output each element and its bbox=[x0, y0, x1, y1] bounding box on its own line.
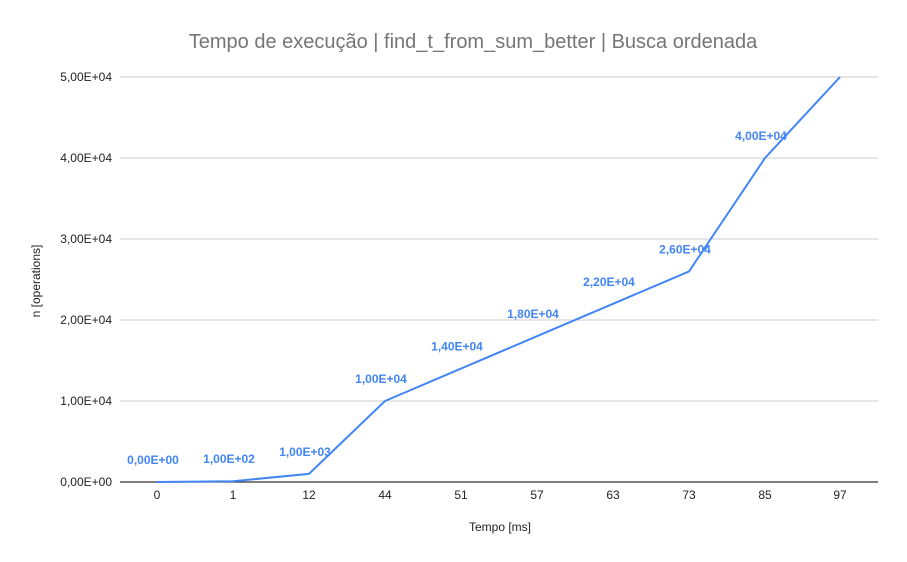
data-labels: 0,00E+00 1,00E+02 1,00E+03 1,00E+04 1,40E+04… bbox=[127, 129, 787, 467]
x-tick-label: 1 bbox=[230, 488, 237, 502]
data-label: 1,00E+04 bbox=[355, 372, 407, 386]
data-label: 4,00E+04 bbox=[735, 129, 787, 143]
x-tick-label: 57 bbox=[530, 488, 544, 502]
data-label: 1,40E+04 bbox=[431, 340, 483, 354]
y-tick-label: 1,00E+04 bbox=[60, 394, 112, 408]
x-tick-label: 12 bbox=[302, 488, 316, 502]
data-label: 2,20E+04 bbox=[583, 275, 635, 289]
y-tick-label: 5,00E+04 bbox=[60, 70, 112, 84]
data-label: 1,00E+02 bbox=[203, 452, 255, 466]
data-label: 2,60E+04 bbox=[659, 242, 711, 256]
x-axis-label: Tempo [ms] bbox=[469, 520, 531, 534]
x-tick-label: 97 bbox=[833, 488, 847, 502]
chart-title: Tempo de execução | find_t_from_sum_bett… bbox=[189, 31, 758, 53]
gridlines bbox=[120, 76, 878, 483]
series-line bbox=[156, 76, 841, 483]
x-tick-label: 51 bbox=[454, 488, 468, 502]
x-axis-ticks: 0 1 12 44 51 57 63 73 85 97 bbox=[154, 488, 847, 502]
x-tick-label: 85 bbox=[758, 488, 772, 502]
y-tick-label: 3,00E+04 bbox=[60, 232, 112, 246]
x-tick-label: 63 bbox=[606, 488, 620, 502]
data-label: 1,80E+04 bbox=[507, 307, 559, 321]
series-layer bbox=[156, 76, 841, 483]
data-label: 0,00E+00 bbox=[127, 453, 179, 467]
y-axis-label: n [operations] bbox=[29, 245, 43, 318]
x-tick-label: 0 bbox=[154, 488, 161, 502]
y-tick-label: 2,00E+04 bbox=[60, 313, 112, 327]
x-tick-label: 73 bbox=[682, 488, 696, 502]
y-tick-label: 0,00E+00 bbox=[60, 475, 112, 489]
x-tick-label: 44 bbox=[378, 488, 392, 502]
data-label: 1,00E+03 bbox=[279, 445, 331, 459]
y-tick-label: 4,00E+04 bbox=[60, 151, 112, 165]
y-axis-ticks: 0,00E+00 1,00E+04 2,00E+04 3,00E+04 4,00E+04… bbox=[60, 70, 112, 489]
